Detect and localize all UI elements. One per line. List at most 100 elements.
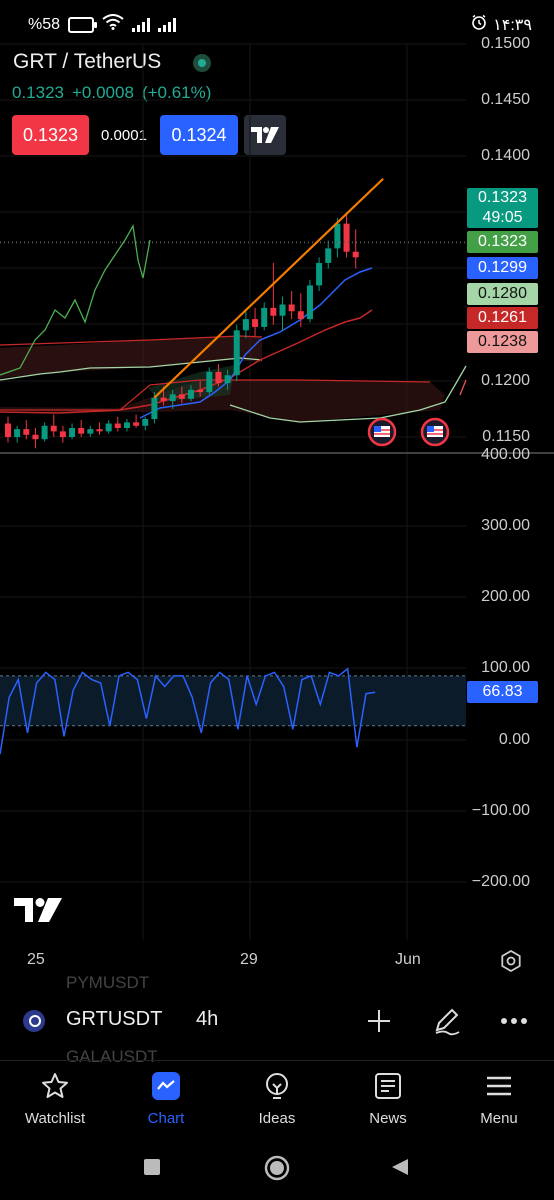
candle bbox=[252, 319, 259, 327]
next-symbol[interactable]: GALAUSDT bbox=[66, 1047, 158, 1066]
home-icon[interactable] bbox=[263, 1154, 291, 1182]
price-axis-label: 0.1150 bbox=[482, 428, 530, 445]
candle bbox=[343, 223, 350, 252]
buy-button[interactable]: 0.1324 bbox=[160, 115, 238, 155]
symbol-name[interactable]: GRTUSDT bbox=[66, 1008, 163, 1030]
tradingview-logo-icon bbox=[251, 127, 279, 143]
tab-chart[interactable]: Chart bbox=[111, 1061, 221, 1141]
tab-news[interactable]: News bbox=[333, 1061, 443, 1141]
chart-settings-icon[interactable] bbox=[499, 949, 523, 973]
candle bbox=[105, 423, 112, 432]
candle bbox=[352, 251, 359, 258]
candle bbox=[69, 428, 76, 437]
osc-axis-label: −200.00 bbox=[471, 873, 530, 890]
osc-axis-label: 300.00 bbox=[481, 517, 530, 534]
price-axis-label: 0.1450 bbox=[481, 91, 530, 108]
prev-symbol[interactable]: PYMUSDT bbox=[66, 973, 150, 992]
tradingview-button[interactable] bbox=[244, 115, 286, 155]
price-tag: 0.1238 bbox=[467, 331, 538, 353]
tab-label: Watchlist bbox=[24, 1110, 86, 1127]
battery-text: %58 bbox=[28, 15, 61, 33]
tab-watchlist[interactable]: Watchlist bbox=[0, 1061, 110, 1141]
tab-label: Menu bbox=[480, 1110, 518, 1127]
date-label: 25 bbox=[27, 951, 45, 968]
drawing-tools-icon[interactable] bbox=[432, 1006, 462, 1036]
price-tag: 0.1323 bbox=[467, 231, 538, 253]
tradingview-watermark-icon bbox=[14, 898, 62, 927]
price-tag: 0.1280 bbox=[467, 283, 538, 305]
candle bbox=[279, 304, 286, 316]
candle bbox=[261, 307, 268, 327]
senkou-span-b-future bbox=[0, 379, 431, 411]
tab-ideas[interactable]: Ideas bbox=[222, 1061, 332, 1141]
quote-line: 0.1323 +0.0008 (+0.61%) bbox=[12, 83, 211, 103]
candle bbox=[325, 248, 332, 263]
clock: ۱۴:۳۹ bbox=[493, 16, 532, 34]
status-bar: %58 ۱۴:۳۹ bbox=[0, 0, 554, 44]
price-tag: 0.1261 bbox=[467, 307, 538, 329]
recents-icon[interactable] bbox=[143, 1158, 161, 1176]
osc-axis-label: 400.00 bbox=[481, 446, 530, 463]
tenkan-sen bbox=[139, 267, 373, 419]
last-price: 0.1323 bbox=[12, 83, 64, 102]
candle bbox=[14, 429, 21, 437]
back-icon[interactable] bbox=[390, 1157, 410, 1177]
candle bbox=[169, 394, 176, 402]
candle bbox=[32, 434, 39, 440]
more-icon[interactable] bbox=[499, 1006, 529, 1036]
price-tag: 0.1299 bbox=[467, 257, 538, 279]
tab-bar: Watchlist Chart Ideas News Menu bbox=[0, 1060, 554, 1141]
candle bbox=[59, 431, 66, 437]
chikou-span bbox=[0, 224, 151, 376]
candle bbox=[50, 425, 57, 432]
price-axis-label: 0.1400 bbox=[481, 147, 530, 164]
candle bbox=[297, 311, 304, 320]
last-price-tag: 0.1323 49:05 bbox=[467, 188, 538, 228]
candle bbox=[114, 423, 121, 429]
wifi-icon bbox=[102, 14, 124, 35]
candle bbox=[206, 371, 213, 393]
battery-icon bbox=[68, 16, 98, 33]
candle bbox=[96, 429, 103, 432]
candle bbox=[178, 394, 185, 399]
osc-axis-label: 0.00 bbox=[498, 731, 530, 748]
news-icon bbox=[375, 1073, 401, 1099]
interval-selector[interactable]: 4h bbox=[196, 1008, 219, 1030]
price-chart[interactable] bbox=[0, 0, 554, 980]
signal-icon-2 bbox=[158, 17, 177, 32]
system-nav-bar bbox=[0, 1140, 554, 1200]
us-flag-canton bbox=[427, 426, 434, 432]
candle bbox=[78, 428, 85, 434]
lightbulb-icon bbox=[266, 1073, 288, 1099]
candle bbox=[233, 330, 240, 376]
ichimoku-cloud-red bbox=[0, 380, 445, 422]
senkou-span-a-future bbox=[229, 365, 467, 423]
candle bbox=[142, 419, 149, 426]
candle bbox=[5, 423, 11, 437]
candle bbox=[334, 223, 341, 249]
add-icon[interactable] bbox=[364, 1006, 394, 1036]
candle bbox=[123, 422, 130, 429]
candle bbox=[242, 319, 249, 331]
price-axis-label: 0.1200 bbox=[481, 372, 530, 389]
candle bbox=[224, 375, 231, 384]
symbol-title[interactable]: GRT / TetherUS bbox=[13, 50, 162, 73]
hamburger-icon bbox=[487, 1076, 511, 1096]
sell-button[interactable]: 0.1323 bbox=[12, 115, 89, 155]
senkou-span-a bbox=[0, 357, 263, 381]
candle bbox=[306, 285, 313, 320]
price-axis-label: 0.1500 bbox=[481, 35, 530, 52]
candle bbox=[197, 389, 204, 393]
candle bbox=[87, 429, 94, 434]
spread-value: 0.0001 bbox=[101, 126, 147, 144]
tab-label: News bbox=[369, 1110, 407, 1127]
oscillator-line bbox=[0, 667, 376, 755]
star-icon bbox=[42, 1073, 68, 1098]
senkou-span-b bbox=[0, 335, 263, 346]
osc-value-tag: 66.83 bbox=[467, 681, 538, 703]
tab-menu[interactable]: Menu bbox=[444, 1061, 554, 1141]
tab-label: Ideas bbox=[258, 1110, 296, 1127]
candle bbox=[316, 262, 323, 286]
tag-value: 0.1323 bbox=[478, 189, 527, 206]
candle bbox=[188, 389, 194, 399]
